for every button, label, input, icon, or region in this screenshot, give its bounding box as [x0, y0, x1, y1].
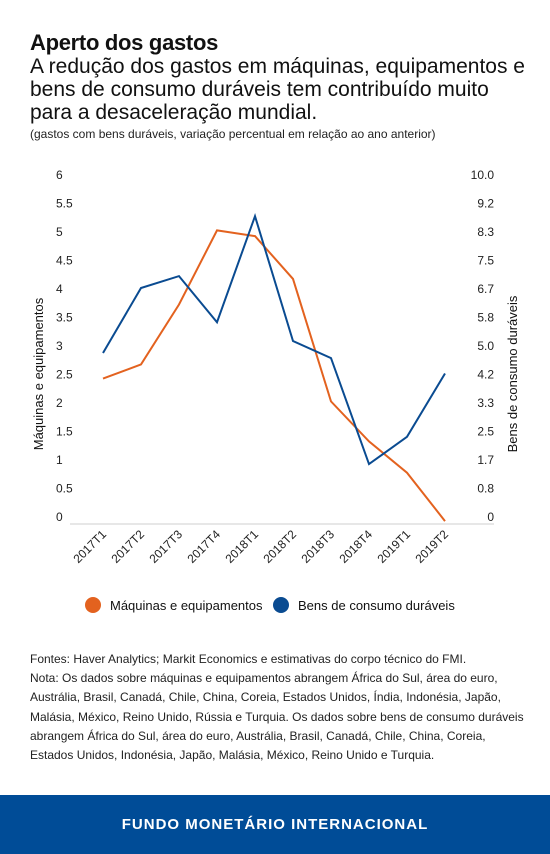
right-y-tick-label: 0 — [487, 510, 494, 524]
right-y-tick-label: 5.8 — [477, 311, 494, 325]
right-y-tick-label: 0.8 — [477, 482, 494, 496]
left-y-tick-label: 2 — [56, 396, 63, 410]
footer-banner: FUNDO MONETÁRIO INTERNACIONAL — [0, 795, 550, 854]
right-y-tick-label: 5.0 — [477, 339, 494, 353]
legend-item-durables: Bens de consumo duráveis — [273, 597, 455, 613]
chart-legend: Máquinas e equipamentos Bens de consumo … — [0, 597, 550, 617]
x-tick-label: 2017T1 — [70, 527, 109, 566]
x-tick-label: 2018T1 — [222, 527, 261, 566]
right-y-tick-label: 3.3 — [477, 396, 494, 410]
right-y-tick-label: 4.2 — [477, 368, 494, 382]
x-tick-label: 2018T2 — [260, 527, 299, 566]
x-tick-label: 2018T4 — [336, 527, 375, 566]
right-y-tick-label: 1.7 — [477, 453, 494, 467]
right-y-tick-label: 7.5 — [477, 254, 494, 268]
left-y-tick-label: 3 — [56, 339, 63, 353]
x-tick-label: 2017T2 — [108, 527, 147, 566]
right-y-tick-label: 6.7 — [477, 282, 494, 296]
legend-label-durables: Bens de consumo duráveis — [298, 597, 455, 613]
left-y-tick-label: 1.5 — [56, 425, 73, 439]
left-y-tick-label: 3.5 — [56, 311, 73, 325]
left-y-tick-label: 4.5 — [56, 254, 73, 268]
unit-note: (gastos com bens duráveis, variação perc… — [30, 127, 436, 141]
left-y-tick-label: 4 — [56, 282, 63, 296]
left-y-tick-label: 0 — [56, 510, 63, 524]
x-tick-label: 2019T1 — [374, 527, 413, 566]
left-y-tick-label: 2.5 — [56, 368, 73, 382]
chart-title: Aperto dos gastos — [30, 30, 219, 55]
left-y-tick-label: 1 — [56, 453, 63, 467]
legend-item-machinery: Máquinas e equipamentos — [85, 597, 263, 613]
x-tick-label: 2019T2 — [412, 527, 451, 566]
x-tick-label: 2017T4 — [184, 527, 223, 566]
series-line-durables — [102, 213, 446, 466]
footer-org-name: FUNDO MONETÁRIO INTERNACIONAL — [121, 816, 429, 833]
sources-note: Fontes: Haver Analytics; Markit Economic… — [30, 650, 530, 765]
methodology-note: Nota: Os dados sobre máquinas e equipame… — [30, 671, 524, 763]
right-y-tick-label: 10.0 — [471, 168, 495, 182]
left-y-axis-title: Máquinas e equipamentos — [31, 297, 46, 450]
x-tick-label: 2017T3 — [146, 527, 185, 566]
dual-axis-line-chart: 0 0.5 1 1.5 2 2.5 3 3.5 4 4.5 5 5.5 6 0 0.8 1.7 2.5 3.3 4.… — [31, 168, 520, 566]
legend-swatch-durables — [273, 597, 289, 613]
left-y-tick-label: 5 — [56, 225, 63, 239]
right-y-axis-title: Bens de consumo duráveis — [505, 295, 520, 452]
left-y-tick-label: 5.5 — [56, 197, 73, 211]
chart-subtitle: A redução dos gastos em máquinas, equipa… — [30, 55, 525, 124]
legend-label-machinery: Máquinas e equipamentos — [110, 597, 263, 613]
sources-line: Fontes: Haver Analytics; Markit Economic… — [30, 652, 467, 666]
x-tick-label: 2018T3 — [298, 527, 337, 566]
right-y-tick-label: 9.2 — [477, 197, 494, 211]
right-y-tick-label: 2.5 — [477, 425, 494, 439]
left-y-tick-label: 0.5 — [56, 482, 73, 496]
left-y-tick-label: 6 — [56, 168, 63, 182]
series-line-machinery — [102, 229, 446, 522]
legend-swatch-machinery — [85, 597, 101, 613]
right-y-tick-label: 8.3 — [477, 225, 494, 239]
